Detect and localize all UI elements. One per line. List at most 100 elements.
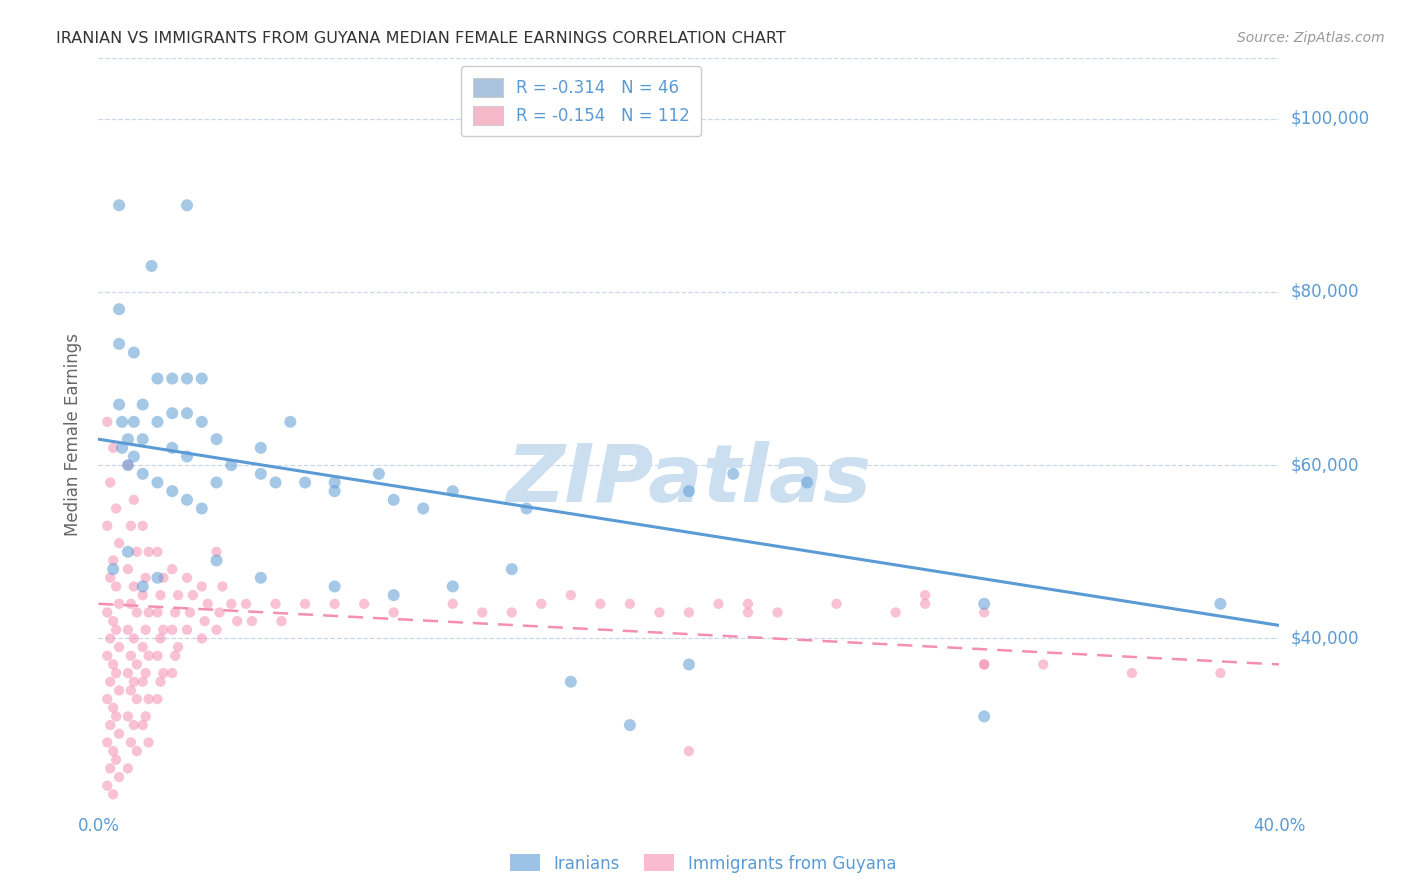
Point (176, 623, 198, 637)
Point (152, 666, 174, 681)
Point (146, 475, 169, 490)
Point (181, 588, 204, 602)
Point (162, 371, 183, 385)
Point (250, 571, 273, 585)
Point (103, 657, 125, 672)
Point (501, 562, 523, 576)
Point (368, 467, 391, 481)
Point (250, 467, 273, 481)
Point (191, 371, 214, 385)
Point (167, 640, 190, 654)
Point (149, 674, 172, 689)
Point (132, 588, 155, 602)
Point (146, 371, 169, 385)
Point (501, 606, 523, 620)
Point (973, 597, 995, 611)
Point (108, 597, 131, 611)
Point (205, 553, 228, 567)
Point (471, 606, 494, 620)
Point (323, 579, 346, 593)
Point (132, 674, 155, 689)
Point (176, 571, 198, 585)
Point (132, 432, 155, 446)
Point (205, 545, 228, 559)
Point (530, 597, 553, 611)
Point (146, 545, 169, 559)
Point (560, 588, 582, 602)
Point (678, 657, 700, 672)
Point (737, 606, 759, 620)
Point (240, 614, 263, 628)
Point (125, 744, 148, 758)
Point (117, 458, 139, 472)
Point (323, 484, 346, 499)
Point (589, 597, 612, 611)
Point (135, 709, 157, 723)
Point (914, 588, 936, 602)
Point (162, 441, 183, 455)
Point (122, 674, 145, 689)
Point (560, 674, 582, 689)
Point (973, 709, 995, 723)
Point (132, 718, 155, 732)
Point (162, 406, 183, 420)
Point (264, 475, 287, 490)
Point (122, 345, 145, 359)
Point (103, 788, 125, 802)
Point (191, 501, 214, 516)
Point (973, 657, 995, 672)
Point (176, 492, 198, 507)
Point (441, 597, 464, 611)
Point (138, 735, 160, 749)
Point (138, 606, 160, 620)
Point (191, 579, 214, 593)
Point (98, 475, 121, 490)
Point (146, 692, 169, 706)
Point (152, 571, 174, 585)
Point (441, 484, 464, 499)
Point (122, 415, 145, 429)
Legend: Iranians, Immigrants from Guyana: Iranians, Immigrants from Guyana (503, 847, 903, 880)
Point (117, 666, 139, 681)
Point (96, 779, 118, 793)
Point (353, 597, 375, 611)
Point (146, 648, 169, 663)
Point (132, 467, 155, 481)
Point (138, 692, 160, 706)
Point (105, 623, 128, 637)
Point (973, 606, 995, 620)
Text: ZIPatlas: ZIPatlas (506, 441, 872, 519)
Point (111, 441, 134, 455)
Point (103, 562, 125, 576)
Point (120, 683, 142, 698)
Point (165, 648, 187, 663)
Point (146, 571, 169, 585)
Point (105, 501, 128, 516)
Point (162, 623, 183, 637)
Point (122, 632, 145, 646)
Point (176, 450, 198, 464)
Point (162, 484, 183, 499)
Point (135, 571, 157, 585)
Point (138, 648, 160, 663)
Point (135, 623, 157, 637)
Point (619, 597, 641, 611)
Point (117, 545, 139, 559)
Point (678, 744, 700, 758)
Point (176, 198, 198, 212)
Point (382, 492, 405, 507)
Point (226, 614, 249, 628)
Text: $60,000: $60,000 (1291, 456, 1360, 475)
Text: $80,000: $80,000 (1291, 283, 1360, 301)
Point (117, 623, 139, 637)
Point (96, 692, 118, 706)
Point (205, 623, 228, 637)
Point (235, 597, 257, 611)
Point (125, 606, 148, 620)
Point (108, 640, 131, 654)
Point (191, 415, 214, 429)
Point (125, 657, 148, 672)
Point (120, 518, 142, 533)
Point (796, 475, 818, 490)
Point (412, 501, 434, 516)
